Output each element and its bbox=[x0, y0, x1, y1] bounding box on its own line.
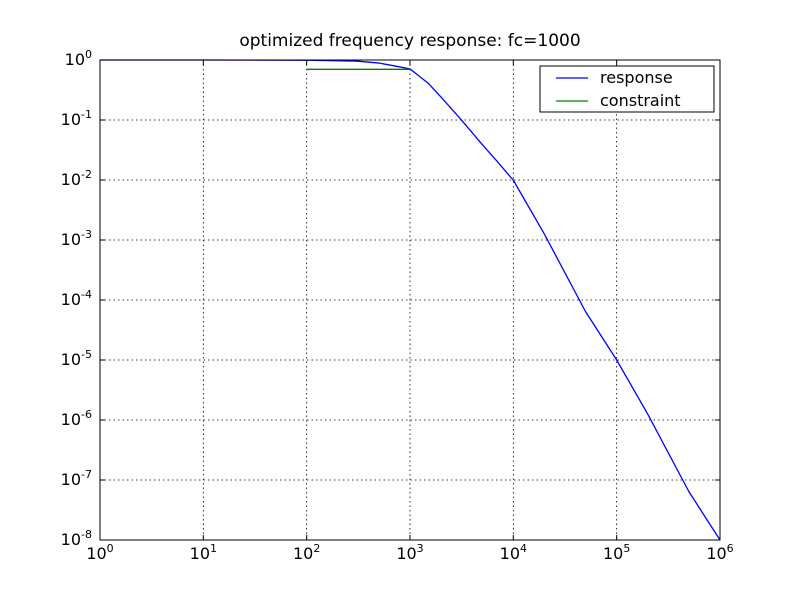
x-tick-label-base: 10 bbox=[706, 544, 726, 563]
y-tick-label-base: 10 bbox=[61, 470, 81, 489]
y-tick-label-exp: -5 bbox=[81, 348, 92, 361]
y-tick-label: 100 bbox=[65, 48, 92, 69]
x-tick-label-exp: 6 bbox=[727, 542, 734, 555]
y-tick-label-base: 10 bbox=[61, 410, 81, 429]
series-line-response bbox=[100, 59, 721, 541]
x-tick-label-base: 10 bbox=[86, 544, 106, 563]
x-tick-label-exp: 0 bbox=[107, 542, 114, 555]
x-tick-label-exp: 3 bbox=[417, 542, 424, 555]
y-tick-label-base: 10 bbox=[61, 350, 81, 369]
x-tick-label-base: 10 bbox=[293, 544, 313, 563]
y-tick-label: 10-6 bbox=[61, 408, 92, 429]
tick-marks bbox=[99, 59, 721, 541]
y-tick-label-base: 10 bbox=[65, 50, 85, 69]
x-tick-label: 103 bbox=[396, 542, 423, 563]
y-tick-label: 10-1 bbox=[61, 108, 92, 129]
y-tick-label-exp: 0 bbox=[85, 48, 92, 61]
x-tick-label-exp: 4 bbox=[520, 542, 527, 555]
y-tick-label-exp: -8 bbox=[81, 528, 92, 541]
y-tick-label-exp: -4 bbox=[81, 288, 92, 301]
y-tick-label-base: 10 bbox=[61, 170, 81, 189]
legend-label-constraint: constraint bbox=[600, 91, 681, 110]
x-tick-label-base: 10 bbox=[396, 544, 416, 563]
chart-title: optimized frequency response: fc=1000 bbox=[239, 31, 580, 51]
y-tick-label-base: 10 bbox=[61, 530, 81, 549]
x-tick-label-exp: 1 bbox=[210, 542, 217, 555]
x-tick-label: 100 bbox=[86, 542, 113, 563]
y-tick-label: 10-3 bbox=[61, 228, 92, 249]
legend: response constraint bbox=[539, 65, 715, 113]
y-tick-label-exp: -1 bbox=[81, 108, 92, 121]
x-tick-label: 102 bbox=[293, 542, 320, 563]
x-tick-label-base: 10 bbox=[500, 544, 520, 563]
x-tick-label-base: 10 bbox=[603, 544, 623, 563]
y-tick-label: 10-8 bbox=[61, 528, 92, 549]
y-tick-label-exp: -7 bbox=[81, 468, 92, 481]
legend-box bbox=[539, 65, 715, 113]
y-tick-label-exp: -3 bbox=[81, 228, 92, 241]
y-tick-label-base: 10 bbox=[61, 290, 81, 309]
y-tick-label-base: 10 bbox=[61, 110, 81, 129]
x-tick-label: 101 bbox=[190, 542, 217, 563]
x-tick-label: 106 bbox=[706, 542, 733, 563]
x-tick-label-exp: 2 bbox=[313, 542, 320, 555]
x-tick-label: 104 bbox=[500, 542, 527, 563]
y-tick-label: 10-5 bbox=[61, 348, 92, 369]
y-tick-label: 10-7 bbox=[61, 468, 92, 489]
y-tick-label-exp: -2 bbox=[81, 168, 92, 181]
legend-label-response: response bbox=[600, 68, 673, 87]
y-tick-label-base: 10 bbox=[61, 230, 81, 249]
x-tick-label-base: 10 bbox=[190, 544, 210, 563]
x-tick-labels: 100 101 102 103 104 105 106 bbox=[86, 542, 733, 563]
series-layer bbox=[100, 59, 721, 541]
y-tick-label-exp: -6 bbox=[81, 408, 92, 421]
y-tick-label: 10-2 bbox=[61, 168, 92, 189]
x-tick-label: 105 bbox=[603, 542, 630, 563]
y-tick-label: 10-4 bbox=[61, 288, 92, 309]
x-tick-label-exp: 5 bbox=[623, 542, 630, 555]
